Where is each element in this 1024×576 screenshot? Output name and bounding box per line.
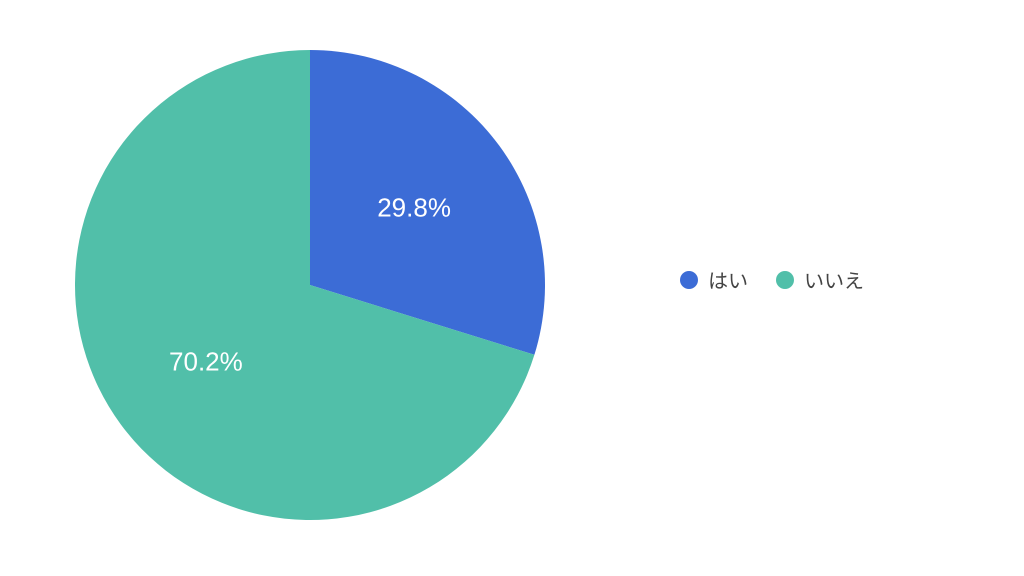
legend-swatch-icon <box>776 271 794 289</box>
legend: はい いいえ <box>680 265 864 294</box>
legend-label: いいえ <box>804 265 864 294</box>
pie-chart: 29.8%70.2% <box>75 50 545 520</box>
legend-item: いいえ <box>776 265 864 294</box>
pie-svg <box>75 50 545 520</box>
legend-swatch-icon <box>680 271 698 289</box>
legend-label: はい <box>708 265 748 294</box>
legend-item: はい <box>680 265 748 294</box>
chart-stage: 29.8%70.2% はい いいえ <box>0 0 1024 576</box>
